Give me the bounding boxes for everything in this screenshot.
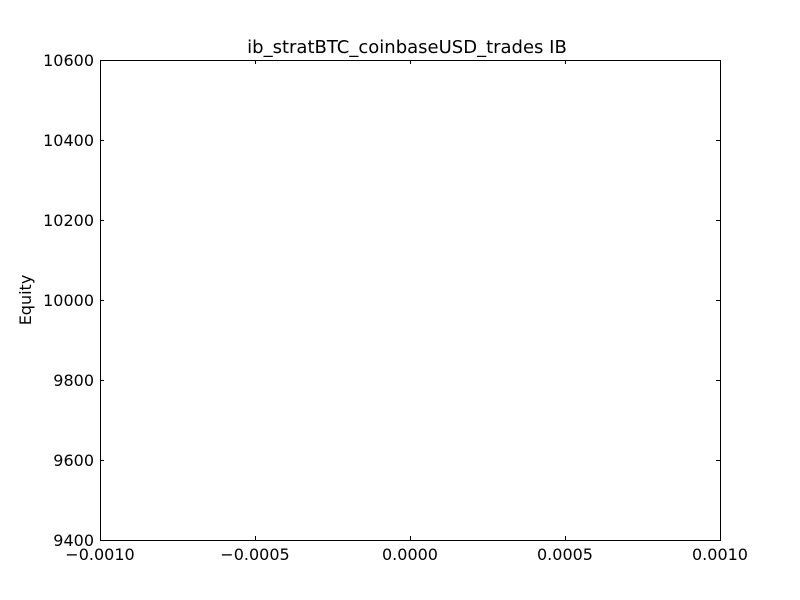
y-tick-label: 9600 xyxy=(53,451,94,470)
y-tick-label: 10000 xyxy=(43,291,94,310)
x-tick-label: 0.0000 xyxy=(382,545,438,564)
x-tick-label: 0.0010 xyxy=(692,545,748,564)
y-tick-label: 10200 xyxy=(43,211,94,230)
plot-area-frame xyxy=(100,60,721,541)
x-tick-label: −0.0010 xyxy=(65,545,134,564)
chart-title: ib_stratBTC_coinbaseUSD_trades IB xyxy=(247,37,567,58)
y-tick-label: 9400 xyxy=(53,531,94,550)
x-ticks: −0.0010 −0.0005 0.0000 0.0005 0.0010 xyxy=(65,60,748,564)
y-tick-label: 10400 xyxy=(43,131,94,150)
y-tick-label: 9800 xyxy=(53,371,94,390)
x-tick-label: −0.0005 xyxy=(220,545,289,564)
x-tick-label: 0.0005 xyxy=(537,545,593,564)
y-ticks: 9400 9600 9800 10000 10200 10400 10600 xyxy=(43,51,720,550)
y-axis-label: Equity xyxy=(16,275,35,326)
y-tick-label: 10600 xyxy=(43,51,94,70)
